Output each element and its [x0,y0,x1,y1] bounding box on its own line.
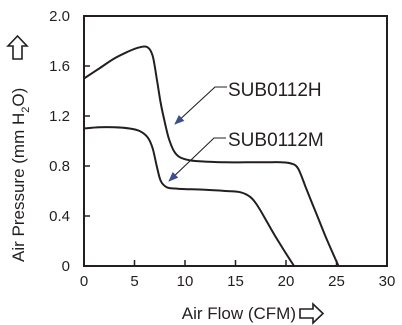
annotation-leader-line [174,86,227,125]
y-tick-label: 0.4 [49,208,70,225]
x-axis-ticks: 0 5 10 15 20 25 30 [80,260,396,290]
up-arrow-icon [6,34,29,60]
annotation-layer: SUB0112H SUB0112M [168,80,324,182]
y-axis-title-part: O) [9,88,28,107]
x-axis-title: Air Flow (CFM) [182,304,296,323]
y-tick-label: 2.0 [49,8,70,25]
y-axis-title: Air Pressure (mm H2O) [9,88,32,262]
x-tick-label: 15 [227,273,244,290]
y-axis-title-part: Air Pressure (mm H [9,113,28,262]
y-axis-title-subscript: 2 [20,107,32,113]
x-tick-label: 10 [177,273,194,290]
plot-frame [83,15,388,267]
series-line-sub0112h [83,45,340,267]
x-tick-label: 5 [130,273,138,290]
y-tick-label: 1.6 [49,58,70,75]
y-tick-label: 1.2 [49,108,70,125]
annotation-leader-line [168,137,226,182]
x-tick-label: 25 [328,273,345,290]
x-tick-label: 30 [379,273,396,290]
right-arrow-icon [299,302,325,325]
series-layer [83,45,340,267]
x-tick-label: 20 [278,273,295,290]
y-axis-title-group: Air Pressure (mm H2O) [6,34,32,262]
y-tick-label: 0 [62,258,70,275]
annotation-label: SUB0112M [228,130,324,151]
annotation-label: SUB0112H [228,80,322,101]
series-line-sub0112m [83,126,296,267]
x-tick-label: 0 [80,273,88,290]
y-tick-label: 0.8 [49,158,70,175]
